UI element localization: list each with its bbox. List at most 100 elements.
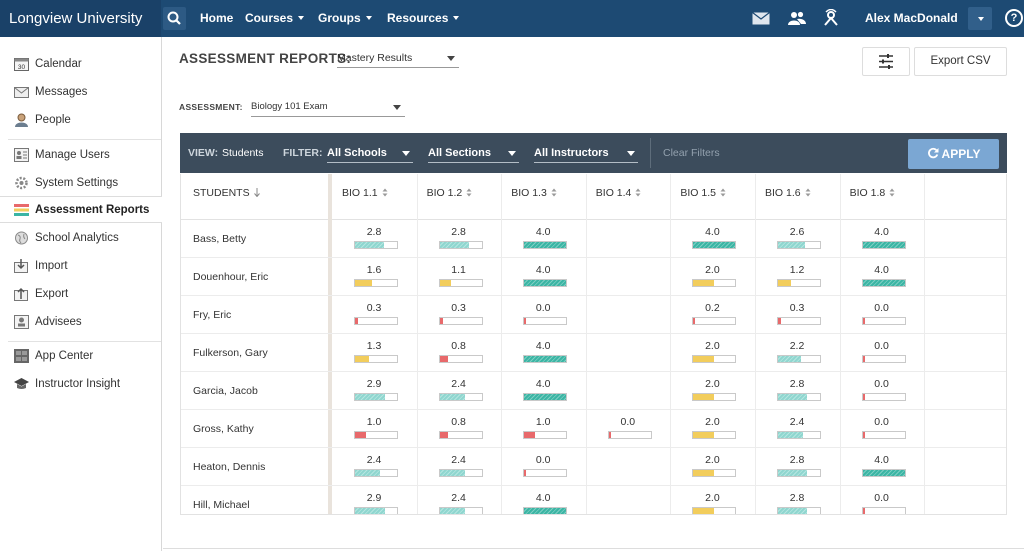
score-cell[interactable]: 4.0 xyxy=(501,258,585,296)
score-cell[interactable]: 1.0 xyxy=(332,410,416,448)
sidebar-item-manage-users[interactable]: Manage Users xyxy=(0,142,161,169)
score-cell[interactable]: 2.0 xyxy=(670,372,754,410)
column-header[interactable]: BIO 1.4 xyxy=(596,174,642,220)
student-name[interactable]: Bass, Betty xyxy=(193,233,247,245)
schools-filter-select[interactable]: All Schools xyxy=(327,143,413,163)
sidebar-item-app-center[interactable]: App Center xyxy=(0,343,161,370)
score-cell[interactable]: 2.0 xyxy=(670,486,754,514)
column-header[interactable]: BIO 1.1 xyxy=(342,174,388,220)
score-cell[interactable]: 0.0 xyxy=(840,334,924,372)
search-button[interactable] xyxy=(163,7,186,30)
score-cell[interactable]: 2.8 xyxy=(755,448,839,486)
sidebar-item-calendar[interactable]: 30 Calendar xyxy=(0,51,161,78)
score-cell[interactable]: 0.0 xyxy=(840,486,924,514)
score-cell[interactable]: 2.6 xyxy=(755,220,839,258)
score-cell[interactable]: 4.0 xyxy=(501,334,585,372)
score-cell[interactable]: 0.0 xyxy=(586,410,670,448)
score-cell[interactable]: 0.0 xyxy=(840,372,924,410)
score-cell[interactable]: 2.0 xyxy=(670,410,754,448)
sidebar-item-messages[interactable]: Messages xyxy=(0,79,161,106)
score-cell[interactable]: 2.4 xyxy=(417,448,501,486)
student-name[interactable]: Fry, Eric xyxy=(193,309,232,321)
score-cell[interactable]: 4.0 xyxy=(501,220,585,258)
instructors-filter-select[interactable]: All Instructors xyxy=(534,143,638,163)
score-cell[interactable]: 2.4 xyxy=(417,486,501,514)
clear-filters-link[interactable]: Clear Filters xyxy=(650,138,720,168)
sidebar-item-school-analytics[interactable]: School Analytics xyxy=(0,225,161,252)
sidebar-item-label: Manage Users xyxy=(35,149,110,161)
score-cell[interactable]: 4.0 xyxy=(501,486,585,514)
score-cell[interactable]: 2.9 xyxy=(332,372,416,410)
score-cell[interactable]: 2.8 xyxy=(755,372,839,410)
nav-resources[interactable]: Resources xyxy=(387,0,460,37)
score-cell[interactable]: 0.8 xyxy=(417,410,501,448)
score-cell[interactable]: 0.0 xyxy=(840,410,924,448)
score-cell[interactable]: 4.0 xyxy=(670,220,754,258)
score-cell[interactable]: 2.0 xyxy=(670,334,754,372)
score-cell[interactable]: 1.3 xyxy=(332,334,416,372)
student-name[interactable]: Heaton, Dennis xyxy=(193,461,266,473)
user-name[interactable]: Alex MacDonald xyxy=(865,11,958,25)
score-cell[interactable]: 2.8 xyxy=(332,220,416,258)
score-cell[interactable]: 0.0 xyxy=(840,296,924,334)
score-cell[interactable]: 4.0 xyxy=(501,372,585,410)
messages-envelope-icon[interactable] xyxy=(752,12,770,25)
score-cell[interactable]: 1.0 xyxy=(501,410,585,448)
student-name[interactable]: Garcia, Jacob xyxy=(193,385,258,397)
view-value[interactable]: Students xyxy=(222,147,264,159)
notifications-icon[interactable] xyxy=(823,9,839,27)
score-cell[interactable]: 0.3 xyxy=(417,296,501,334)
score-cell[interactable]: 2.4 xyxy=(417,372,501,410)
score-cell[interactable]: 0.3 xyxy=(332,296,416,334)
score-cell[interactable]: 0.0 xyxy=(501,296,585,334)
score-cell[interactable]: 2.9 xyxy=(332,486,416,514)
sidebar-item-export[interactable]: Export xyxy=(0,281,161,308)
sidebar-item-people[interactable]: People xyxy=(0,107,161,134)
column-header[interactable]: BIO 1.8 xyxy=(850,174,896,220)
score-cell[interactable]: 2.4 xyxy=(332,448,416,486)
score-cell[interactable]: 2.0 xyxy=(670,448,754,486)
sidebar-item-advisees[interactable]: Advisees xyxy=(0,309,161,336)
score-cell[interactable]: 2.8 xyxy=(755,486,839,514)
help-icon[interactable]: ? xyxy=(1005,9,1023,27)
score-cell[interactable]: 1.6 xyxy=(332,258,416,296)
score-cell[interactable]: 0.8 xyxy=(417,334,501,372)
sidebar-item-system-settings[interactable]: System Settings xyxy=(0,170,161,197)
score-cell[interactable]: 0.2 xyxy=(670,296,754,334)
nav-courses[interactable]: Courses xyxy=(245,0,305,37)
column-header[interactable]: BIO 1.3 xyxy=(511,174,557,220)
apply-button[interactable]: APPLY xyxy=(908,139,999,169)
score-cell[interactable]: 0.3 xyxy=(755,296,839,334)
sidebar-item-instructor-insight[interactable]: Instructor Insight xyxy=(0,371,161,398)
score-cell[interactable]: 1.1 xyxy=(417,258,501,296)
brand-logo[interactable]: Longview University xyxy=(0,0,161,37)
score-cell[interactable]: 0.0 xyxy=(501,448,585,486)
column-header[interactable]: BIO 1.2 xyxy=(427,174,473,220)
user-menu-button[interactable] xyxy=(968,7,992,30)
assessment-select[interactable]: Biology 101 Exam xyxy=(251,97,405,117)
connections-people-icon[interactable] xyxy=(788,11,806,26)
nav-groups[interactable]: Groups xyxy=(318,0,372,37)
report-type-select[interactable]: Mastery Results xyxy=(337,48,459,68)
student-name[interactable]: Fulkerson, Gary xyxy=(193,347,268,359)
student-name[interactable]: Gross, Kathy xyxy=(193,423,254,435)
sidebar-item-assessment-reports[interactable]: Assessment Reports xyxy=(0,196,162,223)
column-settings-button[interactable] xyxy=(862,47,910,76)
export-csv-button[interactable]: Export CSV xyxy=(914,47,1007,76)
column-header[interactable]: BIO 1.5 xyxy=(680,174,726,220)
score-cell[interactable]: 2.0 xyxy=(670,258,754,296)
nav-home[interactable]: Home xyxy=(200,0,233,37)
score-cell[interactable]: 4.0 xyxy=(840,220,924,258)
students-column-header[interactable]: STUDENTS xyxy=(193,174,260,220)
score-cell[interactable]: 2.8 xyxy=(417,220,501,258)
score-cell[interactable]: 2.4 xyxy=(755,410,839,448)
score-cell[interactable]: 1.2 xyxy=(755,258,839,296)
student-name[interactable]: Douenhour, Eric xyxy=(193,271,269,283)
sections-filter-select[interactable]: All Sections xyxy=(428,143,519,163)
sidebar-item-import[interactable]: Import xyxy=(0,253,161,280)
score-cell[interactable]: 4.0 xyxy=(840,448,924,486)
student-name[interactable]: Hill, Michael xyxy=(193,499,250,511)
column-header[interactable]: BIO 1.6 xyxy=(765,174,811,220)
score-cell[interactable]: 2.2 xyxy=(755,334,839,372)
score-cell[interactable]: 4.0 xyxy=(840,258,924,296)
